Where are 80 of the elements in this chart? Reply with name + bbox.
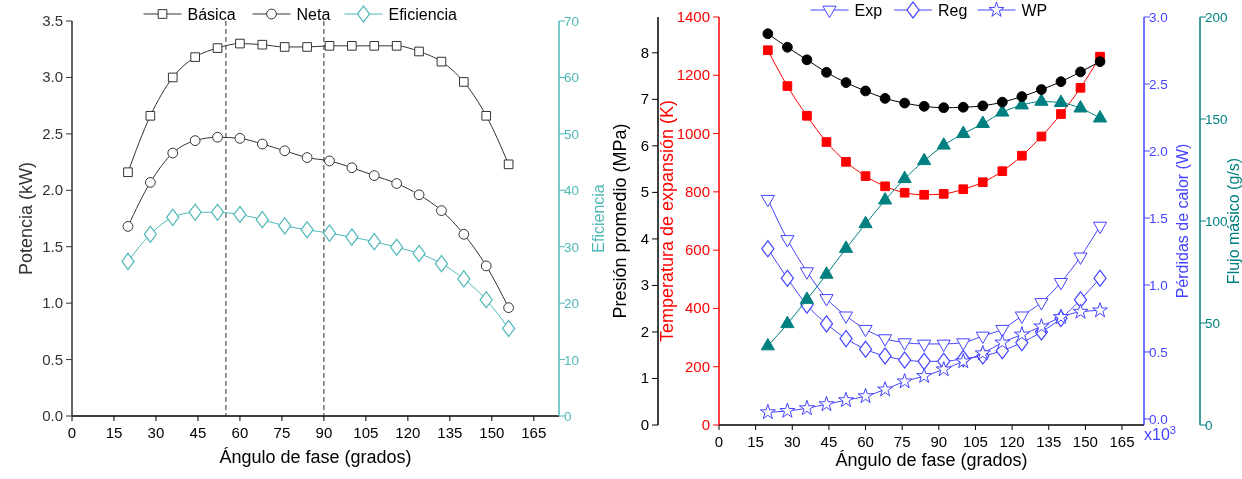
y-tick-label: 3.5 <box>42 12 63 29</box>
y2-tick-label: 20 <box>564 296 580 312</box>
x-tick-label: 75 <box>893 433 911 450</box>
x-tick-label: 135 <box>1036 433 1062 450</box>
x-tick-label: 30 <box>783 433 801 450</box>
y-tick-label: 1.5 <box>42 237 63 255</box>
legend-label: Básica <box>187 6 236 23</box>
x-tick-label: 30 <box>147 424 165 441</box>
y-tick-label: 5 <box>640 183 649 201</box>
y-tick-label: 200 <box>1205 10 1228 25</box>
y2-axis-title: Pérdidas de calor (W) <box>1174 143 1191 299</box>
y-tick-label: 6 <box>640 136 649 154</box>
x-tick-label: 75 <box>273 424 291 441</box>
legend-label: Eficiencia <box>388 6 458 23</box>
y-tick-label: 1200 <box>676 66 710 84</box>
y-tick-label: 100 <box>1205 214 1228 229</box>
x-tick-label: 120 <box>999 433 1025 450</box>
x-axis-title: Ángulo de fase (grados) <box>835 450 1028 470</box>
legend-label: Exp <box>854 2 883 19</box>
y-tick-label: 3.0 <box>42 68 63 86</box>
y2-tick-label: 0 <box>564 409 572 424</box>
y-tick-label: 1000 <box>676 124 710 142</box>
y-tick-label: 150 <box>1205 112 1228 127</box>
x-tick-label: 0 <box>67 424 77 441</box>
x-tick-label: 90 <box>930 433 948 450</box>
y2-tick-label: 0.5 <box>1149 344 1168 360</box>
y-tick-label: 1400 <box>676 8 710 25</box>
y2-tick-label: 3.0 <box>1149 10 1168 25</box>
y-axis-title: Temperatura de expansión (K) <box>657 99 677 343</box>
y-axis-title: Potencia (kW) <box>16 161 36 276</box>
x-tick-label: 15 <box>105 424 123 441</box>
y2-tick-label: 30 <box>564 239 580 255</box>
y-axis-title: Presión promedio (MPa) <box>610 123 630 319</box>
y-tick-label: 0.5 <box>42 350 63 368</box>
y2-axis-title: Eficiencia <box>590 184 607 253</box>
annotation: x10$^{3}$ <box>1143 424 1177 443</box>
y2-tick-label: 1.5 <box>1149 210 1168 226</box>
y-tick-label: 400 <box>684 299 710 317</box>
x-tick-label: 45 <box>189 424 207 441</box>
y2-tick-label: 2.0 <box>1149 143 1168 159</box>
x-tick-label: 165 <box>521 424 547 441</box>
x-tick-label: 165 <box>1109 433 1135 450</box>
x-tick-label: 150 <box>479 424 505 441</box>
y-tick-label: 2 <box>640 322 649 340</box>
y-tick-label: 7 <box>640 90 649 108</box>
y-tick-label: 4 <box>640 229 649 247</box>
x-tick-label: 135 <box>437 424 463 441</box>
y-tick-label: 8 <box>640 43 649 61</box>
y2-tick-label: 60 <box>564 70 580 86</box>
y-tick-label: 800 <box>684 182 710 200</box>
x-tick-label: 45 <box>820 433 838 450</box>
y-tick-label: 0.0 <box>42 407 63 424</box>
legend-label: WP <box>1021 2 1048 19</box>
y-tick-label: 50 <box>1205 316 1221 331</box>
y-tick-label: 1.0 <box>42 294 63 312</box>
legend-label: Reg <box>938 2 968 19</box>
x-axis-title: Ángulo de fase (grados) <box>219 447 412 467</box>
y2-tick-label: 40 <box>564 183 580 199</box>
y2-tick-label: 0.0 <box>1149 411 1168 427</box>
y-tick-label: 200 <box>684 357 710 375</box>
x-tick-label: 0 <box>714 433 724 450</box>
x-tick-label: 60 <box>231 424 249 441</box>
legend-label: Neta <box>296 6 331 23</box>
x-tick-label: 60 <box>857 433 874 450</box>
x-tick-label: 105 <box>353 424 379 441</box>
y-tick-label: 2.5 <box>42 124 63 142</box>
y2-tick-label: 50 <box>564 126 580 142</box>
y2-tick-label: 70 <box>564 14 580 29</box>
y2-tick-label: 2.5 <box>1149 77 1168 92</box>
y-tick-label: 1 <box>640 369 649 387</box>
x-tick-label: 105 <box>962 433 988 450</box>
y-tick-label: 2.0 <box>42 181 63 199</box>
y2-tick-label: 10 <box>564 352 580 368</box>
x-tick-label: 150 <box>1072 433 1098 450</box>
x-tick-label: 120 <box>395 424 421 441</box>
y2-tick-label: 1.0 <box>1149 277 1168 293</box>
y-tick-label: 3 <box>640 276 649 294</box>
x-tick-label: 15 <box>747 433 764 450</box>
y-tick-label: 600 <box>684 241 710 259</box>
x-tick-label: 90 <box>315 424 333 441</box>
